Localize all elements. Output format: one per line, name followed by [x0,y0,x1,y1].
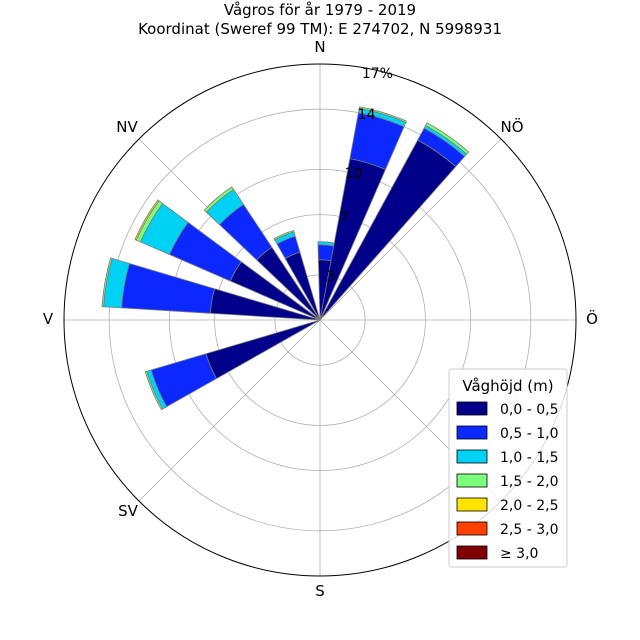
radial-tick-label-3: 10 [345,166,363,182]
direction-label-n: N [314,38,325,56]
polar-outer-ring [63,63,577,577]
chart-title: Vågros för år 1979 - 2019 [224,1,416,19]
legend-label-3: 1,5 - 2,0 [500,474,558,490]
direction-label-s: S [315,582,325,600]
bar-segment-2-3 [425,122,470,155]
radial-tick-label-1: 3 [326,269,335,285]
legend-swatch-3 [456,473,488,488]
direction-label-w: V [43,310,54,328]
legend-swatch-6 [456,545,488,560]
legend-label-5: 2,5 - 3,0 [500,522,558,538]
grid-spoke-225 [138,319,321,502]
chart-subtitle: Koordinat (Sweref 99 TM): E 274702, N 59… [138,20,502,38]
radial-tick-labels: 3 7 10 14 17% [326,66,393,285]
legend-label-2: 1,0 - 1,5 [500,450,558,466]
legend-title: Våghöjd (m) [462,377,553,395]
legend-swatch-5 [456,521,488,536]
bar-segment-6-1 [121,263,216,314]
direction-label-ne: NÖ [500,117,523,136]
legend-items: 0,0 - 0,5 0,5 - 1,0 1,0 - 1,5 1,5 - 2,0 2,0 … [456,401,558,562]
legend-label-1: 0,5 - 1,0 [500,426,558,442]
legend-label-6: ≥ 3,0 [500,546,538,562]
legend-swatch-4 [456,497,488,512]
legend-swatch-2 [456,449,488,464]
legend-label-4: 2,0 - 2,5 [500,498,558,514]
legend: Våghöjd (m) 0,0 - 0,5 0,5 - 1,0 1,0 - 1,5 1… [448,368,568,568]
bar-segment-4-3 [203,186,235,213]
bar-segment-6-3 [101,257,113,308]
bar-segment-7-0 [205,319,321,380]
legend-box [448,368,568,568]
legend-swatch-0 [456,401,488,416]
radial-tick-label-4: 14 [358,107,376,123]
direction-label-nw: NV [116,118,138,136]
legend-label-0: 0,0 - 0,5 [500,402,558,418]
direction-label-e: Ö [586,309,598,328]
rose-bars [101,106,470,411]
bar-segment-7-3 [144,370,164,411]
grid-spoke-45 [319,138,502,321]
bar-segment-1-3 [358,106,407,124]
bar-segment-5-4 [134,199,160,241]
radial-tick-label-max: 17% [362,66,393,82]
radial-tick-label-2: 7 [339,210,348,226]
legend-swatch-1 [456,425,488,440]
direction-label-sw: SV [118,502,139,520]
bar-segment-3-3 [273,229,295,241]
